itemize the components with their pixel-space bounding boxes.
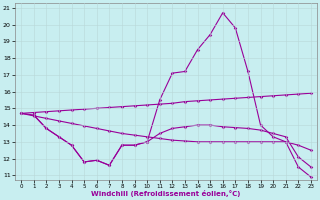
X-axis label: Windchill (Refroidissement éolien,°C): Windchill (Refroidissement éolien,°C) bbox=[91, 190, 241, 197]
